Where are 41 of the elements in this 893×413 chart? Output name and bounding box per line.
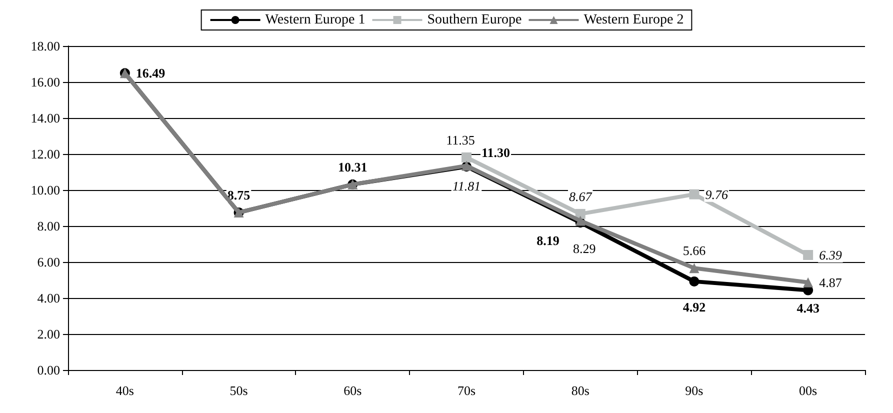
data-label: 4.92: [682, 299, 706, 314]
data-label: 9.76: [705, 186, 728, 202]
legend-label: Southern Europe: [427, 12, 522, 28]
x-tick-label: 90s: [685, 383, 704, 398]
data-label: 4.87: [819, 274, 842, 290]
x-tick-label: 00s: [799, 383, 818, 398]
x-tick-label: 50s: [230, 383, 248, 398]
y-tick-label: 8.00: [37, 218, 60, 234]
point: [689, 263, 700, 274]
y-tick-label: 18.00: [30, 38, 60, 54]
y-tick-label: 10.00: [30, 182, 60, 198]
x-tick-label: 40s: [116, 383, 134, 398]
point: [689, 189, 700, 200]
y-tick-label: 12.00: [30, 146, 60, 162]
data-label: 8.19: [536, 233, 560, 248]
x-tick-label: 70s: [457, 383, 476, 398]
data-label: 11.81: [452, 178, 481, 194]
y-tick-label: 4.00: [37, 290, 60, 306]
data-label: 4.43: [796, 300, 820, 316]
point: [689, 276, 700, 286]
legend-label: Western Europe 2: [584, 12, 684, 28]
y-tick-label: 14.00: [30, 110, 60, 126]
y-tick-label: 16.00: [30, 74, 60, 90]
point: [803, 250, 814, 260]
point: [462, 152, 472, 162]
data-label: 8.67: [568, 188, 592, 204]
y-tick-label: 2.00: [37, 326, 60, 342]
data-label: 5.66: [682, 243, 706, 258]
point: [803, 277, 814, 288]
data-label: 6.39: [819, 247, 842, 262]
data-label: 8.29: [572, 240, 596, 256]
y-tick-label: 0.00: [37, 362, 60, 378]
data-label: 10.31: [338, 159, 368, 174]
x-tick-label: 80s: [571, 383, 590, 398]
data-label: 8.75: [227, 188, 251, 202]
legend-label: Western Europe 1: [265, 12, 366, 28]
x-tick-label: 60s: [344, 383, 362, 398]
data-label: 16.49: [136, 66, 166, 81]
data-label: 11.30: [482, 145, 510, 160]
y-tick-label: 6.00: [37, 254, 60, 270]
data-label: 11.35: [446, 132, 475, 148]
